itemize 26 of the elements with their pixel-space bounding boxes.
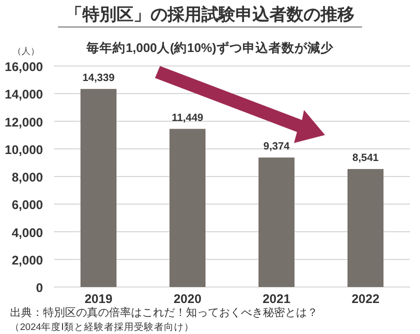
y-tick-label: 12,000: [4, 115, 44, 130]
data-label: 14,339: [82, 72, 115, 84]
data-label: 9,374: [263, 140, 290, 153]
x-tick-label: 2020: [174, 292, 202, 306]
y-tick-label: 6,000: [12, 198, 44, 212]
y-tick-label: 0: [36, 281, 44, 295]
y-tick-label: 16,000: [4, 60, 44, 74]
y-tick-label: 10,000: [4, 142, 44, 157]
y-axis-title: （人）: [12, 46, 40, 56]
x-tick-label: 2021: [262, 292, 290, 306]
text: （2024年度Ⅰ類と経験者採用受験者向け）: [10, 321, 194, 333]
data-label: 11,449: [172, 112, 204, 124]
bar: [80, 88, 116, 287]
y-tick-label: 14,000: [4, 88, 44, 102]
bar: [170, 128, 206, 287]
y-tick-label: 4,000: [12, 226, 44, 240]
bar: [258, 158, 294, 287]
data-label: 8,541: [352, 152, 379, 164]
chart-title: 「特別区」の採用試験申込者数の推移: [66, 5, 354, 24]
bar: [348, 169, 384, 287]
source-note: 出典：特別区の真の倍率はこれだ！知っておくべき秘密とは？: [10, 306, 318, 319]
chart-subtitle: 毎年約1,000人(約10%)ずつ申込者数が減少: [86, 40, 334, 55]
x-tick-label: 2022: [352, 292, 380, 306]
x-tick-label: 2019: [84, 292, 112, 306]
y-tick-label: 2,000: [12, 253, 44, 268]
y-tick-label: 8,000: [12, 170, 44, 184]
